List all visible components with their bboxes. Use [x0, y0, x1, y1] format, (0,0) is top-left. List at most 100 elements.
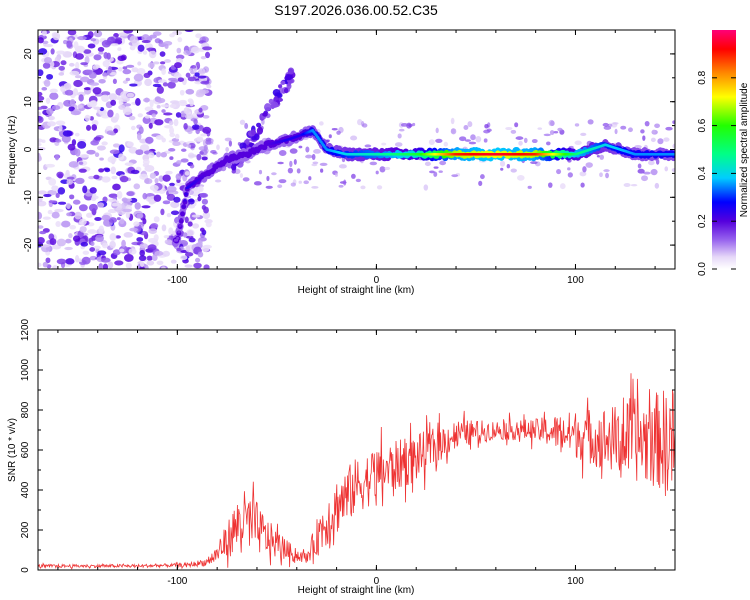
- noise-blob: [74, 211, 82, 220]
- noise-blob: [161, 137, 166, 143]
- ridge-core: [180, 211, 185, 215]
- noise-blob: [239, 119, 246, 125]
- chart-title: S197.2026.036.00.52.C35: [274, 2, 438, 18]
- noise-blob: [451, 174, 459, 178]
- noise-blob: [174, 62, 182, 69]
- noise-blob: [191, 124, 200, 130]
- noise-blob: [178, 101, 188, 107]
- noise-blob: [136, 81, 142, 86]
- noise-blob: [523, 137, 528, 144]
- noise-blob: [66, 40, 73, 48]
- noise-blob: [122, 107, 133, 116]
- feature-blob: [283, 87, 289, 94]
- noise-blob: [655, 158, 660, 165]
- snr-frame: [37, 329, 676, 571]
- noise-blob: [343, 179, 347, 186]
- noise-blob: [129, 197, 138, 203]
- x-tick-label: 100: [567, 576, 584, 587]
- noise-blob: [169, 33, 175, 38]
- noise-blob: [62, 39, 68, 45]
- noise-blob: [184, 216, 189, 224]
- noise-blob: [156, 97, 166, 104]
- noise-blob: [642, 135, 646, 141]
- noise-blob: [423, 184, 429, 191]
- noise-blob: [68, 106, 75, 112]
- noise-blob: [43, 193, 52, 198]
- noise-blob: [125, 210, 131, 219]
- noise-blob: [104, 168, 111, 173]
- noise-blob: [190, 65, 197, 69]
- noise-blob: [548, 119, 555, 127]
- noise-blob: [579, 171, 587, 177]
- noise-blob: [567, 167, 571, 171]
- noise-blob: [205, 51, 211, 59]
- noise-blob: [137, 44, 145, 52]
- noise-blob: [506, 164, 511, 169]
- noise-blob: [115, 96, 122, 101]
- noise-blob: [603, 125, 612, 130]
- noise-blob: [86, 212, 93, 218]
- noise-blob: [650, 168, 658, 176]
- noise-blob: [90, 241, 95, 247]
- noise-blob: [49, 92, 59, 100]
- noise-blob: [147, 244, 157, 251]
- noise-blob: [665, 126, 673, 131]
- noise-blob: [360, 185, 366, 190]
- noise-blob: [154, 250, 164, 256]
- noise-blob: [126, 141, 134, 147]
- noise-blob: [580, 182, 585, 188]
- noise-blob: [47, 189, 57, 196]
- noise-blob: [228, 140, 233, 147]
- noise-blob: [88, 203, 98, 212]
- feature-blob: [244, 138, 250, 145]
- noise-blob: [188, 237, 196, 243]
- snr-x-ticks: -100 0 100: [57, 330, 656, 587]
- snr-series: [38, 373, 675, 570]
- noise-blob: [82, 250, 90, 255]
- noise-blob: [516, 175, 525, 181]
- noise-blob: [152, 31, 162, 36]
- noise-blob: [149, 172, 156, 179]
- noise-blob: [170, 79, 179, 83]
- noise-blob: [177, 37, 183, 43]
- noise-blob: [83, 87, 92, 91]
- noise-blob: [109, 233, 117, 241]
- noise-blob: [199, 227, 205, 232]
- noise-blob: [117, 47, 122, 52]
- noise-blob: [244, 122, 249, 130]
- noise-blob: [82, 185, 88, 194]
- noise-blob: [650, 137, 656, 143]
- noise-blob: [93, 245, 101, 250]
- noise-blob: [111, 202, 119, 207]
- noise-blob: [123, 253, 134, 262]
- noise-blob: [146, 255, 153, 261]
- noise-blob: [139, 144, 150, 152]
- noise-blob: [107, 65, 113, 74]
- noise-blob: [99, 157, 104, 161]
- noise-blob: [47, 115, 56, 121]
- noise-blob: [614, 128, 618, 135]
- noise-blob: [122, 80, 128, 84]
- noise-blob: [130, 169, 140, 174]
- noise-blob: [641, 175, 648, 182]
- noise-blob: [86, 124, 92, 131]
- noise-blob: [101, 39, 111, 48]
- noise-blob: [77, 104, 83, 109]
- noise-blob: [67, 143, 76, 151]
- feature-blob: [253, 133, 260, 141]
- noise-blob: [168, 227, 174, 235]
- noise-blob: [602, 122, 609, 127]
- y-tick-label: 10: [23, 96, 34, 108]
- noise-blob: [428, 139, 435, 146]
- noise-blob: [161, 109, 166, 113]
- noise-blob: [54, 208, 64, 213]
- noise-blob: [548, 182, 553, 188]
- noise-blob: [147, 62, 155, 69]
- noise-blob: [170, 201, 180, 209]
- noise-blob: [183, 50, 192, 56]
- noise-blob: [136, 68, 146, 75]
- noise-blob: [64, 89, 74, 96]
- noise-blob: [108, 217, 117, 224]
- noise-blob: [198, 125, 202, 130]
